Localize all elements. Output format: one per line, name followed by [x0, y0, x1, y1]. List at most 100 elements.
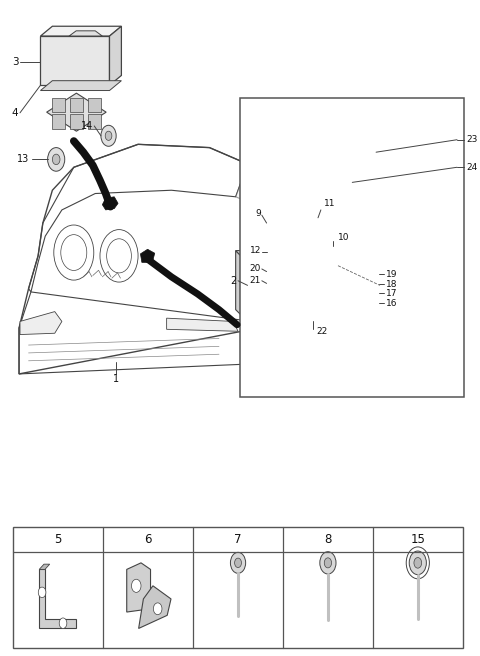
Circle shape: [380, 285, 384, 291]
Text: 4: 4: [12, 108, 19, 118]
Circle shape: [280, 161, 285, 167]
Circle shape: [409, 551, 426, 575]
FancyBboxPatch shape: [251, 268, 261, 281]
Ellipse shape: [324, 318, 337, 328]
FancyBboxPatch shape: [334, 268, 344, 281]
FancyBboxPatch shape: [275, 304, 284, 317]
Circle shape: [320, 180, 324, 187]
Text: 11: 11: [324, 199, 335, 208]
Circle shape: [230, 552, 246, 573]
Polygon shape: [318, 231, 336, 236]
FancyBboxPatch shape: [70, 114, 84, 129]
FancyBboxPatch shape: [70, 98, 84, 112]
Text: 21: 21: [250, 276, 261, 285]
Polygon shape: [127, 563, 151, 612]
Text: 16: 16: [385, 298, 397, 308]
Polygon shape: [283, 121, 317, 126]
Polygon shape: [167, 318, 238, 331]
Text: 7: 7: [234, 533, 242, 546]
FancyBboxPatch shape: [334, 304, 344, 317]
FancyBboxPatch shape: [287, 304, 296, 317]
Ellipse shape: [355, 318, 369, 328]
FancyBboxPatch shape: [260, 157, 271, 174]
Circle shape: [324, 558, 332, 568]
FancyBboxPatch shape: [346, 304, 356, 317]
Text: 13: 13: [17, 154, 29, 165]
Polygon shape: [69, 31, 102, 36]
Text: 17: 17: [385, 289, 397, 298]
Polygon shape: [290, 216, 314, 243]
Circle shape: [280, 171, 285, 177]
Text: 1: 1: [113, 373, 119, 384]
Circle shape: [316, 132, 322, 141]
FancyBboxPatch shape: [263, 286, 272, 299]
Circle shape: [380, 276, 384, 282]
FancyBboxPatch shape: [358, 268, 368, 281]
FancyBboxPatch shape: [311, 268, 320, 281]
Text: 23: 23: [467, 135, 478, 144]
Circle shape: [235, 558, 241, 567]
Polygon shape: [20, 312, 62, 335]
FancyBboxPatch shape: [287, 286, 296, 299]
Polygon shape: [40, 26, 121, 36]
Circle shape: [52, 154, 60, 165]
Polygon shape: [40, 81, 121, 91]
Polygon shape: [266, 236, 289, 241]
FancyBboxPatch shape: [377, 264, 387, 274]
FancyBboxPatch shape: [275, 268, 284, 281]
Text: 20: 20: [250, 264, 261, 274]
FancyBboxPatch shape: [52, 98, 65, 112]
Circle shape: [269, 279, 275, 287]
Circle shape: [307, 180, 312, 187]
Ellipse shape: [288, 318, 302, 328]
FancyBboxPatch shape: [377, 293, 387, 302]
Circle shape: [266, 161, 271, 167]
Polygon shape: [236, 251, 248, 321]
FancyBboxPatch shape: [377, 283, 387, 293]
Circle shape: [293, 180, 298, 187]
Polygon shape: [139, 586, 171, 628]
FancyBboxPatch shape: [293, 209, 315, 239]
Circle shape: [38, 587, 46, 598]
Text: 18: 18: [385, 279, 397, 289]
Circle shape: [320, 171, 324, 177]
Circle shape: [380, 295, 384, 301]
Text: 19: 19: [385, 270, 397, 279]
FancyBboxPatch shape: [88, 98, 101, 112]
Circle shape: [333, 180, 338, 187]
Polygon shape: [236, 164, 314, 230]
FancyBboxPatch shape: [334, 286, 344, 299]
Circle shape: [105, 131, 112, 140]
Polygon shape: [39, 569, 76, 628]
Polygon shape: [260, 115, 376, 126]
FancyBboxPatch shape: [299, 286, 308, 299]
Circle shape: [48, 148, 65, 171]
FancyBboxPatch shape: [346, 286, 356, 299]
FancyBboxPatch shape: [251, 304, 261, 317]
FancyBboxPatch shape: [311, 286, 320, 299]
FancyBboxPatch shape: [322, 286, 332, 299]
FancyBboxPatch shape: [265, 207, 290, 241]
Polygon shape: [294, 203, 319, 210]
FancyBboxPatch shape: [251, 286, 261, 299]
Polygon shape: [141, 249, 155, 262]
Circle shape: [280, 180, 285, 187]
Text: 2: 2: [230, 276, 237, 286]
Ellipse shape: [255, 318, 268, 328]
Polygon shape: [314, 203, 319, 237]
Polygon shape: [266, 200, 295, 208]
FancyBboxPatch shape: [316, 234, 334, 258]
FancyBboxPatch shape: [88, 114, 101, 129]
Circle shape: [293, 161, 298, 167]
Polygon shape: [102, 197, 118, 210]
FancyBboxPatch shape: [263, 304, 272, 317]
Circle shape: [380, 266, 384, 272]
Polygon shape: [260, 165, 350, 195]
Text: 24: 24: [467, 163, 478, 172]
FancyBboxPatch shape: [299, 268, 308, 281]
Circle shape: [333, 161, 338, 167]
Text: 9: 9: [255, 209, 261, 218]
Polygon shape: [109, 26, 121, 85]
FancyBboxPatch shape: [377, 274, 387, 283]
FancyBboxPatch shape: [287, 268, 296, 281]
